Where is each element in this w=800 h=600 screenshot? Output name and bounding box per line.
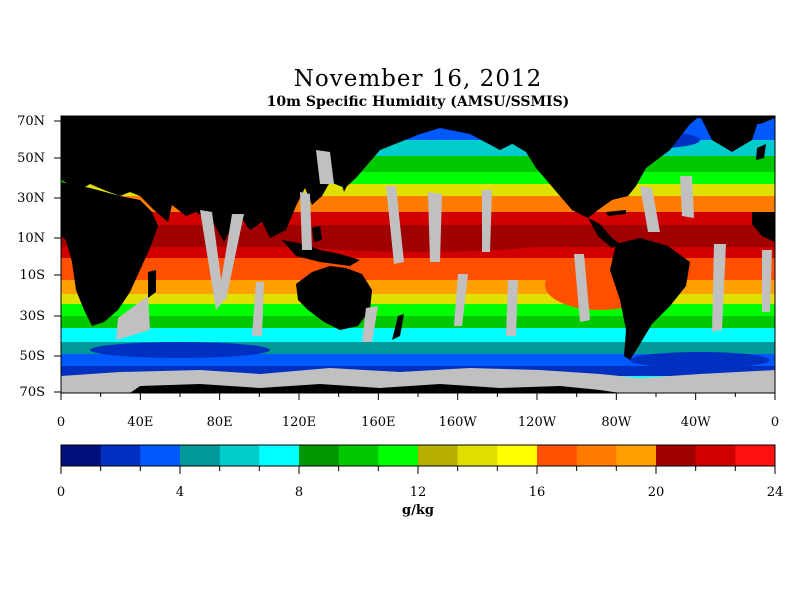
land-north-america: [470, 116, 700, 218]
lat-label: 50S: [20, 349, 45, 364]
colorbar-tick-label: 20: [648, 485, 665, 500]
gap-swath-10: [574, 254, 590, 322]
gap-swath-13: [762, 250, 772, 312]
latitude-labels: 70N 50N 30N 10N 10S 30S 50S 70S: [17, 114, 45, 400]
land-australia: [296, 266, 372, 330]
lat-label: 70N: [17, 114, 45, 129]
land-greenland: [700, 116, 760, 152]
lon-label: 120E: [282, 415, 316, 430]
land-borneo: [312, 226, 322, 242]
longitude-labels: 0 40E 80E 120E 160E 160W 120W 80W 40W 0: [57, 415, 779, 430]
colorbar-cell: [537, 445, 578, 466]
map-axis-ticks: [54, 120, 776, 400]
gap-swath-12: [712, 244, 726, 332]
indian-ocean-cold: [90, 342, 270, 358]
colorbar-cell: [735, 445, 776, 466]
gap-swath-1: [200, 210, 224, 310]
map-field: [61, 116, 775, 393]
lon-label: 40E: [127, 415, 153, 430]
colorbar-cell: [616, 445, 657, 466]
land-indonesia: [282, 240, 360, 266]
land-antarctica: [130, 384, 620, 393]
lon-label: 0: [771, 415, 779, 430]
colorbar-cell: [418, 445, 459, 466]
south-atlantic-cold: [630, 352, 770, 368]
gap-swath-17: [316, 150, 334, 184]
colorbar-cell: [656, 445, 697, 466]
gap-swath-9: [506, 280, 518, 336]
colorbar-cell: [576, 445, 617, 466]
colorbar-cell: [140, 445, 181, 466]
colorbar-cell: [100, 445, 141, 466]
band-south-mid: [61, 316, 775, 330]
colorbar-cell: [299, 445, 340, 466]
colorbar-cell: [219, 445, 260, 466]
colorbar-cell: [695, 445, 736, 466]
land-africa: [61, 182, 158, 326]
lat-label: 10N: [17, 231, 45, 246]
land-madagascar: [148, 270, 156, 298]
lat-label: 30S: [20, 309, 45, 324]
colorbar-cell: [61, 445, 102, 466]
colorbar-tick-label: 0: [57, 485, 65, 500]
colorbar-tick-label: 4: [176, 485, 184, 500]
lon-label: 80W: [601, 415, 632, 430]
lat-label: 50N: [17, 151, 45, 166]
gap-swath-7: [482, 190, 492, 252]
colorbar-cell: [457, 445, 498, 466]
lat-label: 30N: [17, 191, 45, 206]
land-africa-west: [752, 212, 775, 242]
colorbar-tick-label: 16: [529, 485, 546, 500]
band-south-cool: [61, 328, 775, 344]
colorbar-unit-label: g/kg: [402, 503, 434, 518]
colorbar-tick-label: 24: [767, 485, 784, 500]
colorbar-cell: [259, 445, 300, 466]
land-central-america: [588, 218, 620, 248]
colorbar-tick-label: 12: [410, 485, 427, 500]
gap-swath-8: [454, 274, 468, 326]
gap-swath-2: [218, 214, 244, 300]
lon-label: 80E: [207, 415, 233, 430]
colorbar-cell: [180, 445, 221, 466]
lon-label: 160W: [439, 415, 478, 430]
gap-swath-6: [428, 192, 442, 262]
land-south-america: [610, 238, 690, 360]
colorbar-tick-label: 8: [295, 485, 303, 500]
lon-label: 0: [57, 415, 65, 430]
lat-label: 10S: [20, 268, 45, 283]
colorbar-cell: [338, 445, 379, 466]
map-subtitle: 10m Specific Humidity (AMSU/SSMIS): [266, 94, 570, 110]
land-british-isles: [756, 144, 766, 160]
gap-swath-4: [300, 192, 312, 250]
gap-swath-15: [362, 306, 378, 342]
land-japan: [340, 170, 352, 192]
land-eurasia: [61, 116, 775, 242]
lat-label: 70S: [20, 385, 45, 400]
gap-swath-14: [116, 296, 150, 340]
colorbar-cell: [378, 445, 419, 466]
map-title: November 16, 2012: [293, 66, 543, 92]
colorbar: [61, 445, 776, 466]
gap-swath-11: [680, 176, 694, 218]
gap-swath-5: [386, 186, 404, 264]
gap-swath-3: [252, 282, 264, 336]
gap-swath-16: [640, 186, 660, 232]
lon-label: 160E: [361, 415, 395, 430]
lon-label: 120W: [518, 415, 557, 430]
land-new-zealand: [392, 314, 404, 340]
colorbar-ticks: 0 4 8 12 16 20 24: [57, 466, 783, 500]
lon-label: 40W: [681, 415, 712, 430]
land-caribbean: [606, 210, 626, 216]
colorbar-cell: [497, 445, 538, 466]
